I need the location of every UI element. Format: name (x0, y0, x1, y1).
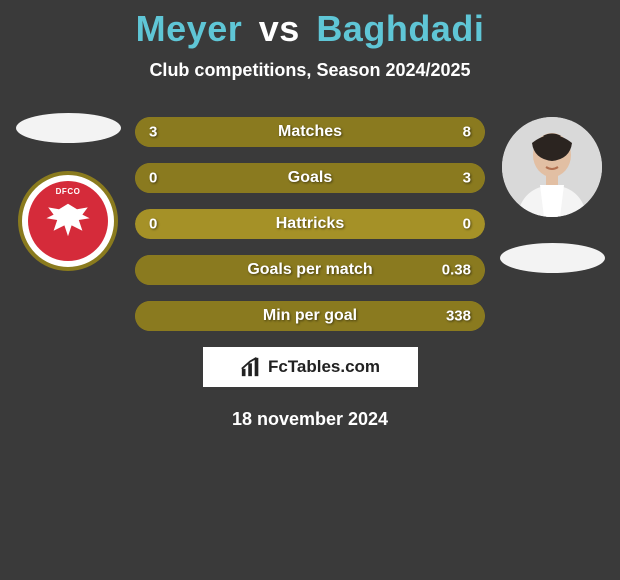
stat-value-left: 3 (149, 124, 157, 141)
left-club-abbr: DFCO (56, 187, 81, 196)
left-club-badge: DFCO (18, 171, 118, 271)
left-flag-placeholder (16, 113, 121, 143)
date-label: 18 november 2024 (0, 409, 620, 430)
right-player-column (492, 117, 612, 273)
stat-label: Goals (288, 169, 332, 187)
left-player-column: DFCO (8, 117, 128, 271)
stat-value-right: 8 (463, 124, 471, 141)
comparison-area: DFCO (0, 117, 620, 331)
stat-row: 3 Matches 8 (135, 117, 485, 147)
stat-row: 0 Hattricks 0 (135, 209, 485, 239)
stat-row: Min per goal 338 (135, 301, 485, 331)
subtitle: Club competitions, Season 2024/2025 (0, 60, 620, 81)
stat-label: Goals per match (247, 261, 372, 279)
stat-rows: 3 Matches 8 0 Goals 3 0 Hattricks 0 Goals per mat… (135, 117, 485, 331)
stat-row: 0 Goals 3 (135, 163, 485, 193)
brand-box: FcTables.com (203, 347, 418, 387)
stat-label: Matches (278, 123, 342, 141)
stat-value-right: 3 (463, 170, 471, 187)
left-club-badge-inner: DFCO (28, 181, 108, 261)
stat-fill-right (230, 117, 486, 147)
right-flag-placeholder (500, 243, 605, 273)
brand-text: FcTables.com (268, 357, 380, 377)
page-title: Meyer vs Baghdadi (0, 0, 620, 50)
stat-value-left: 0 (149, 170, 157, 187)
stat-label: Min per goal (263, 307, 357, 325)
player-right-name: Baghdadi (316, 8, 484, 49)
right-player-photo (502, 117, 602, 217)
eagle-icon (41, 200, 95, 240)
stat-value-right: 0 (463, 216, 471, 233)
player-left-name: Meyer (136, 8, 243, 49)
stat-value-left: 0 (149, 216, 157, 233)
stat-label: Hattricks (276, 215, 344, 233)
stat-value-right: 0.38 (442, 262, 471, 279)
chart-icon (240, 356, 262, 378)
stat-row: Goals per match 0.38 (135, 255, 485, 285)
stat-value-right: 338 (446, 308, 471, 325)
vs-label: vs (259, 8, 300, 49)
comparison-widget: Meyer vs Baghdadi Club competitions, Sea… (0, 0, 620, 580)
